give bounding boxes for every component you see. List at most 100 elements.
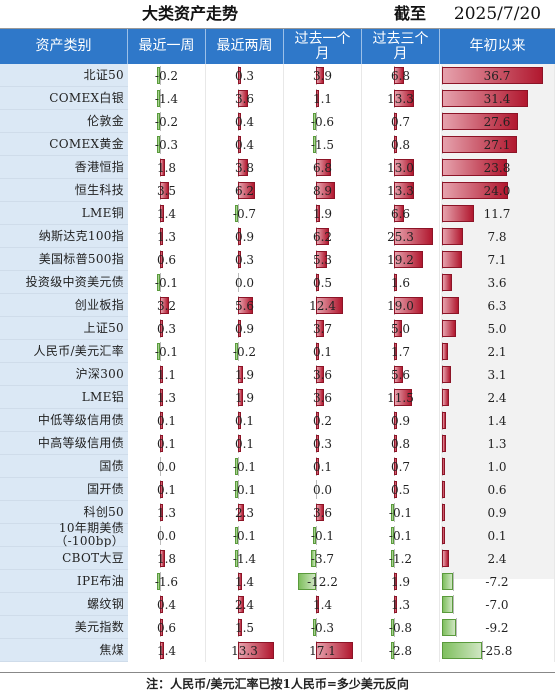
value-cell: -0.1 (128, 340, 206, 363)
value-cell: 1.3 (128, 225, 206, 248)
value-cell: -7.2 (440, 570, 555, 593)
value-label: 0.7 (390, 459, 411, 474)
value-cell: -0.2 (128, 110, 206, 133)
value-label: -0.1 (232, 459, 257, 474)
bar-axis (160, 342, 161, 361)
value-cell: 3.6 (284, 363, 362, 386)
positive-bar (442, 343, 448, 360)
positive-bar (394, 596, 397, 613)
bar-axis (456, 618, 458, 637)
asset-name: 中高等级信用债 (0, 432, 128, 455)
value-cell: 3.6 (284, 386, 362, 409)
value-cell: 0.4 (206, 110, 284, 133)
value-cell: 5.0 (362, 317, 440, 340)
bar-axis (316, 526, 317, 545)
value-cell: -0.3 (128, 133, 206, 156)
positive-bar (394, 274, 397, 291)
positive-bar (160, 550, 165, 567)
value-cell: 1.6 (362, 271, 440, 294)
value-cell: 13.3 (206, 639, 284, 662)
value-cell: 13.0 (362, 156, 440, 179)
value-cell: 6.6 (362, 202, 440, 225)
value-cell: 19.2 (362, 248, 440, 271)
table-row: 纳斯达克100指 1.3 0.9 6.2 25.3 7.8 (0, 225, 555, 248)
positive-bar (394, 389, 412, 406)
value-cell: 1.0 (440, 455, 555, 478)
value-cell: 1.1 (128, 363, 206, 386)
value-cell: 0.6 (440, 478, 555, 501)
value-cell: 3.9 (284, 64, 362, 87)
table-row: LME铜 1.4 -0.7 1.9 6.6 11.7 (0, 202, 555, 225)
positive-bar (160, 228, 164, 245)
value-label: 1.6 (390, 275, 411, 290)
value-cell: 3.1 (440, 363, 555, 386)
positive-bar (394, 67, 405, 84)
value-cell: 5.6 (206, 294, 284, 317)
value-label: 27.1 (483, 137, 511, 152)
asset-name: 沪深300 (0, 363, 128, 386)
asset-name: 恒生科技 (0, 179, 128, 202)
table-row: 恒生科技 3.5 6.2 8.9 13.3 24.0 (0, 179, 555, 202)
positive-bar (316, 320, 324, 337)
value-label: 2.4 (487, 390, 507, 405)
positive-bar (394, 435, 397, 452)
value-cell: -0.1 (362, 524, 440, 547)
value-label: -7.0 (485, 597, 509, 612)
table-row: IPE布油 -1.6 1.4 -12.2 1.9 -7.2 (0, 570, 555, 593)
value-label: 0.1 (156, 482, 177, 497)
value-label: 1.3 (487, 436, 507, 451)
positive-bar (238, 412, 241, 429)
positive-bar (160, 182, 170, 199)
value-label: 1.4 (156, 206, 177, 221)
value-label: 24.0 (483, 183, 511, 198)
positive-bar (442, 205, 475, 222)
negative-bar (310, 550, 316, 567)
value-cell: 36.7 (440, 64, 555, 87)
value-cell: 0.3 (284, 432, 362, 455)
value-label: 0.1 (234, 436, 255, 451)
value-cell: 0.1 (128, 409, 206, 432)
value-label: -0.1 (232, 482, 257, 497)
value-cell: 24.0 (440, 179, 555, 202)
positive-bar (442, 297, 460, 314)
value-label: 1.4 (487, 413, 507, 428)
value-label: 2.1 (487, 344, 507, 359)
value-label: 0.9 (234, 321, 255, 336)
negative-bar (235, 481, 238, 498)
bar-axis (453, 572, 455, 591)
as-of-label: 截至 (393, 4, 426, 23)
positive-bar (238, 320, 241, 337)
value-label: 5.3 (312, 252, 333, 267)
value-label: 3.6 (487, 275, 507, 290)
negative-bar (442, 642, 482, 659)
positive-bar (442, 228, 464, 245)
value-label: 5.6 (234, 298, 255, 313)
value-cell: 8.9 (284, 179, 362, 202)
bar-axis (238, 526, 239, 545)
value-label: 2.4 (487, 551, 507, 566)
value-cell: 1.9 (362, 570, 440, 593)
positive-bar (238, 596, 245, 613)
positive-bar (160, 366, 163, 383)
title-row: 大类资产走势 截至 2025/7/20 (0, 0, 555, 29)
value-label: 1.0 (487, 459, 507, 474)
positive-bar (442, 182, 508, 199)
value-label: 31.4 (483, 91, 511, 106)
negative-bar (442, 596, 453, 613)
value-label: -0.2 (232, 344, 257, 359)
negative-bar (442, 619, 457, 636)
negative-bar (313, 136, 316, 153)
positive-bar (394, 297, 424, 314)
positive-bar (238, 619, 243, 636)
value-label: -0.1 (310, 528, 335, 543)
value-label: 3.8 (234, 160, 255, 175)
negative-bar (157, 274, 160, 291)
asset-name: LME铜 (0, 202, 128, 225)
value-label: 1.4 (312, 597, 333, 612)
value-label: 5.0 (390, 321, 411, 336)
bar-axis (452, 595, 454, 614)
value-cell: 13.3 (362, 179, 440, 202)
value-label: 0.1 (156, 436, 177, 451)
bar-axis (316, 480, 317, 499)
value-label: -1.4 (154, 91, 179, 106)
